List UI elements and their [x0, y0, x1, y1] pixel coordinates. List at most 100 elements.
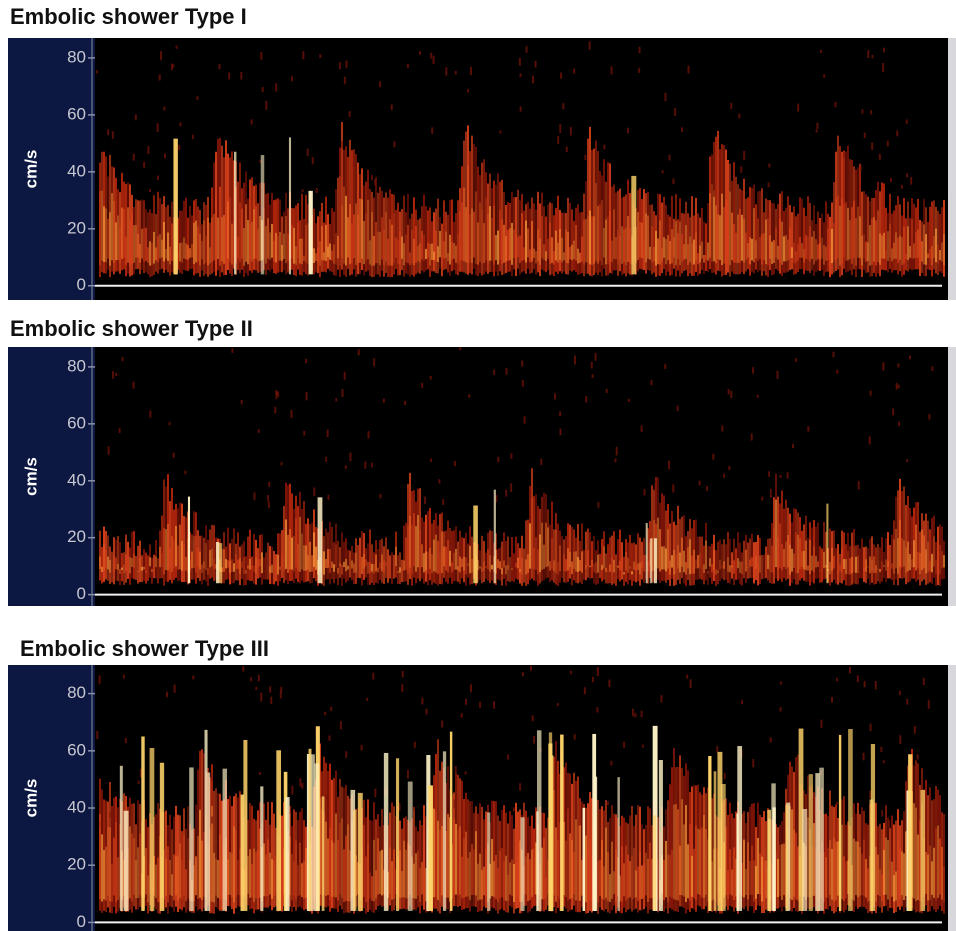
spectrum-core	[551, 237, 553, 264]
spectrum-core	[915, 524, 917, 571]
spectrum-column	[269, 545, 271, 585]
speckle	[453, 460, 456, 467]
spectrum-core	[465, 207, 467, 263]
spectrum-core	[641, 865, 643, 899]
spectrum-core	[833, 222, 835, 262]
spectrum-core	[147, 247, 149, 263]
spectrum-core	[339, 563, 341, 567]
spectrum-core	[333, 564, 335, 572]
speckle	[569, 126, 572, 136]
spectrum-core	[241, 208, 243, 259]
spectrum-core	[395, 237, 397, 258]
spectrum-core	[835, 841, 837, 901]
speckle	[112, 371, 115, 379]
y-tick-label: 20	[67, 855, 86, 874]
spectrum-core	[805, 235, 807, 259]
spectrum-core	[185, 869, 187, 902]
spectrum-core	[763, 233, 765, 260]
spectrum-column	[879, 191, 881, 277]
spectrum-column	[553, 215, 555, 277]
spectrum-core	[249, 224, 251, 260]
spectrum-core	[793, 242, 795, 264]
spectrum-column	[355, 538, 357, 584]
spectrum-core	[607, 852, 609, 902]
spectrum-core	[99, 814, 101, 900]
spectrum-column	[371, 820, 373, 913]
speckle	[882, 63, 885, 72]
spectrum-core	[121, 207, 123, 259]
hits-streak	[285, 797, 290, 911]
hits-streak	[802, 808, 808, 911]
spectrum-core	[455, 245, 457, 263]
spectrum-column	[265, 819, 267, 908]
spectrum-column	[355, 153, 357, 277]
spectrum-column	[829, 528, 831, 586]
spectrum-core	[589, 210, 591, 265]
spectrum-core	[189, 248, 191, 258]
spectrum-core	[651, 858, 653, 898]
spectrum-core	[913, 803, 915, 899]
spectrum-column	[279, 199, 281, 272]
spectrum-core	[921, 241, 923, 262]
spectrum-column	[251, 556, 253, 582]
spectrum-core	[419, 243, 421, 263]
spectrum-core	[377, 567, 379, 573]
spectrum-core	[321, 226, 323, 261]
spectrum-column	[455, 212, 457, 275]
spectrum-core	[191, 551, 193, 569]
spectrum-column	[343, 541, 345, 579]
spectrum-column	[885, 538, 887, 583]
spectrum-core	[319, 241, 321, 266]
spectrum-core	[569, 833, 571, 900]
spectrum-column	[547, 509, 549, 578]
spectrum-column	[333, 211, 335, 276]
y-tick-label: 0	[77, 912, 86, 931]
spectrum-core	[559, 228, 561, 260]
spectrum-core	[495, 234, 497, 261]
spectrum-core	[141, 566, 143, 571]
spectrum-column	[373, 552, 375, 586]
speckle	[157, 175, 160, 180]
spectrum-column	[915, 207, 917, 270]
spectrum-core	[699, 553, 701, 568]
spectrum-core	[197, 835, 199, 899]
spectrum-core	[791, 809, 793, 900]
spectrum-core	[861, 853, 863, 896]
speckle	[761, 496, 764, 501]
y-axis-label: cm/s	[21, 457, 40, 496]
spectrum-core	[161, 239, 163, 258]
spectrum-core	[383, 229, 385, 266]
spectrum-column	[735, 176, 737, 275]
spectrum-column	[385, 537, 387, 578]
spectrum-core	[617, 230, 619, 265]
spectrum-core	[439, 553, 441, 573]
spectrum-core	[829, 561, 831, 575]
spectrum-core	[183, 834, 185, 896]
spectrum-column	[611, 535, 613, 585]
spectrum-column	[727, 531, 729, 583]
spectrum-core	[759, 236, 761, 260]
spectrum-column	[291, 493, 293, 581]
spectrum-core	[157, 236, 159, 263]
spectrum-column	[665, 510, 667, 583]
spectrum-column	[729, 163, 731, 277]
spectrum-core	[573, 551, 575, 569]
spectrum-core	[155, 864, 157, 898]
spectrum-core	[283, 529, 285, 572]
hits-streak	[321, 796, 325, 911]
spectrum-core	[491, 564, 493, 570]
spectrum-core	[215, 858, 217, 896]
speckle	[927, 700, 930, 709]
speckle	[895, 382, 898, 390]
spectrum-column	[471, 135, 473, 275]
hits-streak	[767, 809, 771, 911]
spectrum-core	[739, 561, 741, 573]
spectrum-column	[577, 776, 579, 913]
hits-streak	[243, 739, 248, 911]
spectrum-column	[477, 544, 479, 582]
spectrum-core	[483, 561, 485, 571]
spectrum-column	[417, 831, 419, 908]
spectrum-column	[555, 513, 557, 585]
spectrum-core	[555, 827, 557, 902]
spectrum-column	[427, 511, 429, 586]
